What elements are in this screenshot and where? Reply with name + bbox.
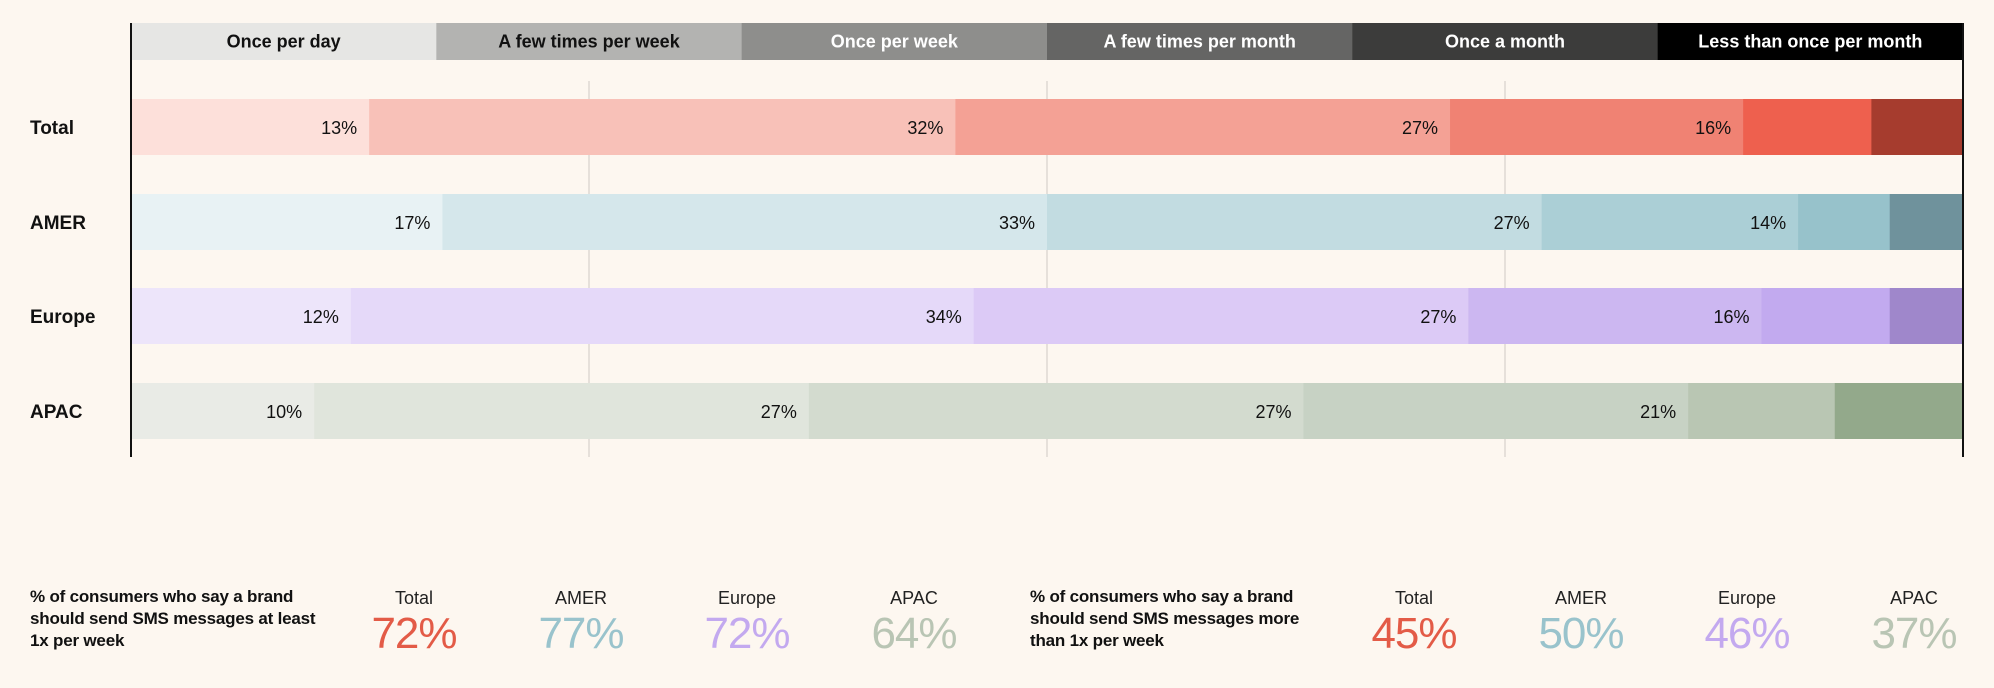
stat-more-europe: Europe 46% [1667,586,1827,659]
segment-label: 27% [1255,402,1291,422]
segment-label: 34% [926,307,962,327]
bar-segment [1798,194,1891,250]
stat-more-amer: AMER 50% [1501,586,1661,659]
stat-label: Total [1394,588,1434,608]
stat-weekly-total: Total 72% [334,586,494,659]
segment-label: 13% [321,118,357,138]
segment-label: 32% [907,118,943,138]
bar-segment [1468,288,1762,344]
bar-segment [314,383,810,439]
legend-swatch [1047,23,1353,60]
bar-segment [350,288,975,344]
stat-label: Europe [717,588,777,608]
category-label: Europe [30,307,95,328]
bar-segment [1889,194,1964,250]
segment-label: 27% [1420,307,1456,327]
bar-segment [973,288,1469,344]
segment-label: 10% [266,402,302,422]
legend-label: A few times per month [1103,32,1295,52]
segment-label: 12% [303,307,339,327]
legend-label: A few times per week [498,32,680,52]
legend-label: Once per week [831,32,959,52]
stat-value: 77% [538,609,624,658]
legend-swatch [436,23,743,60]
bar-segment [131,99,370,155]
bar-segment [131,383,315,439]
stat-value: 72% [371,609,457,658]
segment-label: 14% [1750,213,1786,233]
legend-swatch [1352,23,1659,60]
stacked-bar-chart: Once per day A few times per week Once per… [30,23,1964,457]
segment-label: 27% [1494,213,1530,233]
segment-label: 16% [1695,118,1731,138]
legend-swatch [741,23,1048,60]
stat-value: 45% [1371,609,1457,658]
legend-swatch [131,23,437,60]
segment-label: 27% [761,402,797,422]
summary-desc-weekly: % of consumers who say a brand should se… [30,587,316,650]
stat-weekly-amer: AMER 77% [501,586,661,659]
stat-value: 37% [1871,609,1957,658]
stat-more-apac: APAC 37% [1834,586,1994,659]
stat-label: APAC [1890,588,1938,608]
stat-value: 64% [871,609,957,658]
bar-segment [1450,99,1744,155]
stat-label: Europe [1717,588,1777,608]
stat-more-total: Total 45% [1334,586,1494,659]
legend-label: Once per day [227,32,341,52]
segment-label: 16% [1713,307,1749,327]
stat-value: 50% [1538,609,1624,658]
bar-segment [1743,99,1872,155]
bar-segment [1303,383,1689,439]
segment-label: 27% [1402,118,1438,138]
stat-label: AMER [1554,588,1607,608]
bar-segment [1541,194,1799,250]
stat-weekly-apac: APAC 64% [834,586,994,659]
category-label: Total [30,118,74,139]
bar-segment [369,99,956,155]
stat-value: 72% [704,609,790,658]
stat-weekly-europe: Europe 72% [667,586,827,659]
bar-segment [131,288,352,344]
category-label: APAC [30,402,83,423]
bar-segment [1688,383,1836,439]
bar-segment [1889,288,1964,344]
bar-segment [808,383,1304,439]
category-label: AMER [30,213,86,234]
chart-svg: Once per day A few times per week Once per… [30,23,1964,457]
stat-value: 46% [1704,609,1790,658]
legend-swatch [1657,23,1964,60]
summary-stats: % of consumers who say a brand should se… [0,580,1994,680]
legend-label: Less than once per month [1698,32,1922,52]
summary-desc-more-than-weekly: % of consumers who say a brand should se… [1030,587,1300,650]
bar-segment [955,99,1451,155]
legend-label: Once a month [1445,32,1565,52]
stat-label: AMER [554,588,607,608]
segment-label: 21% [1640,402,1676,422]
stat-label: Total [394,588,434,608]
bar-segment [1047,194,1543,250]
stat-label: APAC [890,588,938,608]
segment-label: 17% [394,213,430,233]
segment-label: 33% [999,213,1035,233]
bar-segment [131,194,443,250]
bar-segment [442,194,1048,250]
bar-segment [1834,383,1964,439]
bar-segment [1761,288,1891,344]
bar-segment [1871,99,1964,155]
